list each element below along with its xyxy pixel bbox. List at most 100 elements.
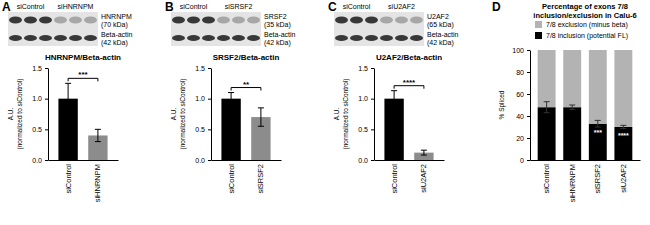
- x-axis: siControl siSRSF2: [212, 161, 282, 194]
- x-tick: siControl: [390, 164, 399, 194]
- y-tick-label: 0: [520, 157, 524, 164]
- x-tick: siControl: [227, 164, 236, 194]
- y-tick: 0: [520, 157, 530, 164]
- y-tick-mark: [371, 160, 374, 161]
- band-label: HNRNPM: [101, 13, 132, 20]
- blot-band: [380, 17, 393, 24]
- lane-label: siControl: [180, 3, 208, 10]
- blot-band: [335, 35, 348, 41]
- y-tick: 0.5: [32, 126, 48, 133]
- y-tick-label: 40: [516, 113, 524, 120]
- blot-band: [24, 17, 37, 24]
- x-tick: siControl: [64, 164, 73, 194]
- y-tick-label: 1.5: [195, 65, 205, 72]
- y-axis-title: (normalized to siControl): [16, 79, 24, 150]
- y-axis-title: (normalized to siControl): [342, 79, 350, 150]
- blot-band: [24, 35, 37, 41]
- y-tick-label: 60: [516, 91, 524, 98]
- y-tick: 1.5: [358, 65, 374, 72]
- figure: AsiControl siHNRNPM HNRNPM(70 kDa) Beta-act…: [0, 0, 650, 225]
- plot: 0.00.51.01.5 siControl siHNRNPM ***: [32, 65, 118, 203]
- band-size: (42 kDa): [427, 39, 454, 47]
- blot-background: [334, 12, 424, 46]
- blot-band: [380, 35, 393, 41]
- y-tick-mark: [527, 116, 530, 117]
- marks: [384, 91, 433, 160]
- blot-band: [350, 17, 363, 24]
- panel-letter: D: [492, 0, 501, 14]
- y-tick-label: 80: [516, 69, 524, 76]
- y-axis-title: A.U.: [170, 107, 177, 120]
- bar-segment: [614, 127, 632, 160]
- legend-swatch: [535, 21, 542, 28]
- x-tick: siHNRNPM: [568, 164, 577, 202]
- lane-label: siHNRNPM: [58, 3, 94, 10]
- x-tick: siHNRNPM: [93, 164, 102, 202]
- significance: ****: [618, 132, 629, 139]
- blot-band: [172, 35, 185, 41]
- x-tick-label: siSRSF2: [593, 164, 602, 194]
- bar: [384, 99, 403, 160]
- error-bar: [569, 105, 575, 109]
- error-bar: [595, 120, 601, 127]
- blot-band: [202, 17, 215, 24]
- title: SRSF2/Beta-actin: [213, 53, 280, 62]
- y-axis: 0.00.51.01.5: [195, 65, 211, 164]
- x-tick-label: siHNRNPM: [568, 164, 577, 202]
- y-tick-label: 1.0: [195, 95, 205, 102]
- x-axis-line: [49, 160, 119, 161]
- y-tick: 1.5: [32, 65, 48, 72]
- blot-band: [217, 35, 230, 41]
- panel-letter: C: [328, 0, 337, 14]
- y-tick: 1.0: [358, 95, 374, 102]
- title: U2AF2/Beta-actin: [376, 53, 442, 62]
- band-label: Beta-actin: [264, 31, 296, 38]
- x-tick-label: siControl: [390, 164, 399, 194]
- y-tick-mark: [371, 129, 374, 130]
- y-tick-label: 1.5: [358, 65, 368, 72]
- band-size: (35 kDa): [264, 21, 291, 29]
- x-tick: siU2AF2: [419, 164, 428, 193]
- legend-label: 7/8 exclusion (minus beta): [546, 21, 628, 29]
- panel-letter: A: [2, 0, 11, 14]
- y-axis-line: [374, 69, 375, 161]
- y-tick-mark: [208, 129, 211, 130]
- blot-band: [69, 17, 82, 24]
- legend-label: 7/8 inclusion (potential FL): [546, 32, 628, 40]
- x-tick-label: siSRSF2: [256, 164, 265, 194]
- y-tick-label: 0.0: [195, 157, 205, 164]
- blot-band: [54, 17, 67, 24]
- y-axis: 0.00.51.01.5: [32, 65, 48, 164]
- blot-band: [39, 17, 52, 24]
- marks: [221, 93, 270, 160]
- bar-segment: [589, 124, 607, 160]
- plot: 0.00.51.01.5siControlsiU2AF2****: [358, 65, 444, 194]
- y-axis-line: [530, 51, 531, 161]
- blot-band: [232, 35, 245, 41]
- y-tick-mark: [527, 160, 530, 161]
- blot: [8, 12, 98, 46]
- x-axis-line: [375, 160, 445, 161]
- blot: [334, 12, 424, 46]
- bar-segment: [538, 50, 556, 107]
- y-tick-label: 100: [512, 47, 524, 54]
- x-axis-line: [531, 160, 641, 161]
- bar-segment: [563, 50, 581, 107]
- blot-band: [84, 35, 97, 41]
- y-tick-mark: [208, 68, 211, 69]
- blot-band: [247, 17, 260, 24]
- y-tick: 60: [516, 91, 530, 98]
- x-tick: siSRSF2: [256, 164, 265, 194]
- legend: 7/8 exclusion (minus beta) 7/8 inclusion …: [535, 21, 628, 40]
- x-tick-label: siControl: [542, 164, 551, 194]
- y-tick-mark: [208, 99, 211, 100]
- error-bar: [65, 83, 71, 114]
- y-tick-mark: [45, 129, 48, 130]
- band-size: (70 kDa): [101, 21, 128, 29]
- significance: **: [243, 80, 250, 89]
- significance: ***: [78, 70, 88, 79]
- lane-label: siControl: [343, 3, 371, 10]
- band-label: SRSF2: [264, 13, 287, 20]
- y-tick-label: 20: [516, 135, 524, 142]
- y-tick-mark: [45, 160, 48, 161]
